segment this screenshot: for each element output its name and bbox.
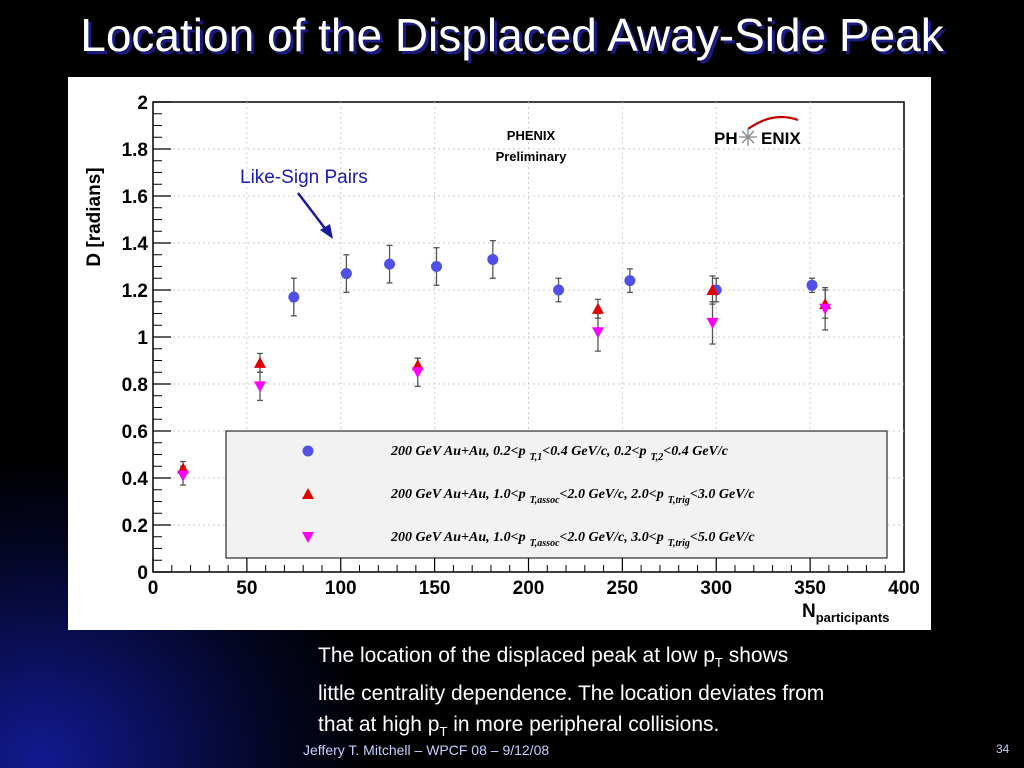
caption-line-3-text: that at high p: [318, 713, 440, 737]
legend-subscript: T,2: [651, 452, 664, 463]
legend-subscript: T,assoc: [530, 495, 560, 506]
legend-subscript: T,1: [530, 452, 543, 463]
x-tick-label: 200: [513, 578, 545, 599]
x-tick-label: 400: [888, 578, 920, 599]
legend-text-part: <5.0 GeV/c: [690, 530, 756, 545]
legend: 200 GeV Au+Au, 0.2<p T,1<0.4 GeV/c, 0.2<p…: [302, 444, 755, 549]
data-point-series-3: [591, 327, 604, 339]
caption-line-1-tail: shows: [722, 644, 789, 667]
legend-marker-series-3: [302, 532, 314, 543]
data-point-series-1: [384, 258, 396, 270]
y-tick-label: 1.6: [122, 187, 148, 208]
data-point-series-3: [254, 381, 267, 393]
legend-marker-series-2: [302, 488, 314, 499]
data-point-series-2: [591, 302, 604, 314]
logo-text-left: PH: [714, 129, 738, 148]
data-point-series-1: [340, 268, 352, 280]
legend-text-part: <3.0 GeV/c: [690, 487, 756, 502]
tick-labels: 0 0.2 0.4 0.6 0.8 1 1.2 1.4 1.6 1.8 2 0 50 100 150 200 2…: [122, 93, 920, 599]
annotation-arrow: [297, 192, 333, 239]
legend-text-part: <2.0 GeV/c, 3.0<p: [560, 530, 664, 545]
page-number: 34: [996, 742, 1010, 756]
plot-panel: 0 0.2 0.4 0.6 0.8 1 1.2 1.4 1.6 1.8 2 0 50 100 150 200 2…: [68, 77, 931, 630]
y-tick-label: 1: [137, 328, 148, 349]
scatter-chart: 0 0.2 0.4 0.6 0.8 1 1.2 1.4 1.6 1.8 2 0 50 100 150 200 2…: [68, 77, 931, 630]
caption-line-1: The location of the displaced peak at lo…: [318, 640, 958, 678]
legend-box: [225, 430, 888, 559]
axis-ticks: [152, 101, 905, 573]
legend-marker-series-1: [302, 445, 314, 457]
data-point-series-3: [706, 317, 719, 329]
y-tick-label: 1.4: [122, 234, 149, 255]
caption-line-3-sub: T: [439, 724, 448, 740]
data-point-series-2: [254, 356, 267, 368]
data-point-series-2: [706, 284, 719, 295]
watermark-line2: Preliminary: [496, 149, 568, 164]
x-tick-label: 300: [700, 578, 732, 599]
x-tick-label: 0: [148, 578, 159, 599]
legend-text-part: 200 GeV Au+Au, 1.0<p: [390, 530, 526, 545]
y-tick-label: 0.2: [122, 516, 148, 537]
like-sign-annotation: Like-Sign Pairs: [240, 167, 368, 188]
y-tick-label: 1.2: [122, 281, 148, 302]
x-tick-label: 100: [325, 578, 357, 599]
data-point-series-1: [553, 284, 565, 296]
legend-text-part: 200 GeV Au+Au, 0.2<p: [390, 444, 526, 459]
data-point-series-1: [431, 261, 443, 272]
legend-subscript: T,assoc: [530, 538, 560, 549]
caption-line-2: little centrality dependence. The locati…: [318, 682, 825, 706]
y-tick-label: 0.6: [122, 422, 148, 443]
caption-line-3: that at high pT in more peripheral colli…: [318, 709, 958, 747]
caption-line-1-sub: T: [714, 655, 723, 671]
x-axis-label: Nparticipants: [802, 601, 889, 625]
data-point-series-1: [487, 253, 499, 265]
y-tick-label: 2: [137, 93, 148, 114]
legend-text-part: <2.0 GeV/c, 2.0<p: [560, 487, 664, 502]
logo-swoosh: [747, 115, 799, 130]
data-markers: [177, 253, 832, 482]
data-point-series-3: [819, 303, 832, 315]
data-point-series-1: [806, 279, 818, 291]
legend-label-series-2: 200 GeV Au+Au, 1.0<p T,assoc<2.0 GeV/c, 2…: [390, 487, 755, 506]
x-tick-label: 50: [236, 578, 257, 599]
x-tick-label: 250: [607, 578, 639, 599]
data-point-series-3: [411, 367, 424, 379]
data-point-series-1: [624, 275, 636, 287]
phenix-logo: PH ENIX: [714, 115, 801, 148]
x-tick-label: 150: [419, 578, 451, 599]
legend-subscript: T,trig: [668, 495, 690, 506]
y-axis-label: D [radians]: [84, 167, 105, 266]
slide-footer: Jeffery T. Mitchell – WPCF 08 – 9/12/08: [303, 742, 550, 758]
data-point-series-1: [288, 291, 300, 303]
logo-text-right: ENIX: [761, 129, 801, 148]
legend-label-series-3: 200 GeV Au+Au, 1.0<p T,assoc<2.0 GeV/c, 3…: [390, 530, 755, 549]
y-tick-label: 0: [137, 563, 148, 584]
legend-label-series-1: 200 GeV Au+Au, 0.2<p T,1<0.4 GeV/c, 0.2<p…: [390, 444, 729, 463]
caption-line-3-tail: in more peripheral collisions.: [447, 713, 720, 737]
y-tick-label: 0.8: [122, 375, 148, 396]
data-point-series-3: [177, 470, 190, 482]
logo-star-icon: [739, 128, 757, 146]
y-tick-label: 0.4: [122, 469, 149, 490]
x-tick-label: 350: [794, 578, 826, 599]
y-tick-label: 1.8: [122, 140, 148, 161]
slide-title: Location of the Displaced Away-Side Peak: [80, 9, 944, 61]
caption-line-1-text: The location of the displaced peak at lo…: [318, 644, 715, 667]
legend-text-part: <0.4 GeV/c: [663, 444, 729, 459]
slide-caption: The location of the displaced peak at lo…: [318, 640, 958, 747]
legend-text-part: <0.4 GeV/c, 0.2<p: [542, 444, 646, 459]
watermark-line1: PHENIX: [507, 128, 556, 143]
x-axis-label-main: N: [802, 601, 816, 622]
x-axis-label-sub: participants: [816, 610, 890, 625]
legend-text-part: 200 GeV Au+Au, 1.0<p: [390, 487, 526, 502]
legend-subscript: T,trig: [668, 538, 690, 549]
